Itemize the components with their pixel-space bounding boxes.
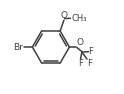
Text: F: F xyxy=(89,47,93,56)
Text: CH₃: CH₃ xyxy=(71,14,87,23)
Text: Br: Br xyxy=(13,42,23,52)
Text: O: O xyxy=(76,38,83,47)
Text: O: O xyxy=(60,11,67,20)
Text: F: F xyxy=(78,59,83,68)
Text: F: F xyxy=(87,59,92,68)
